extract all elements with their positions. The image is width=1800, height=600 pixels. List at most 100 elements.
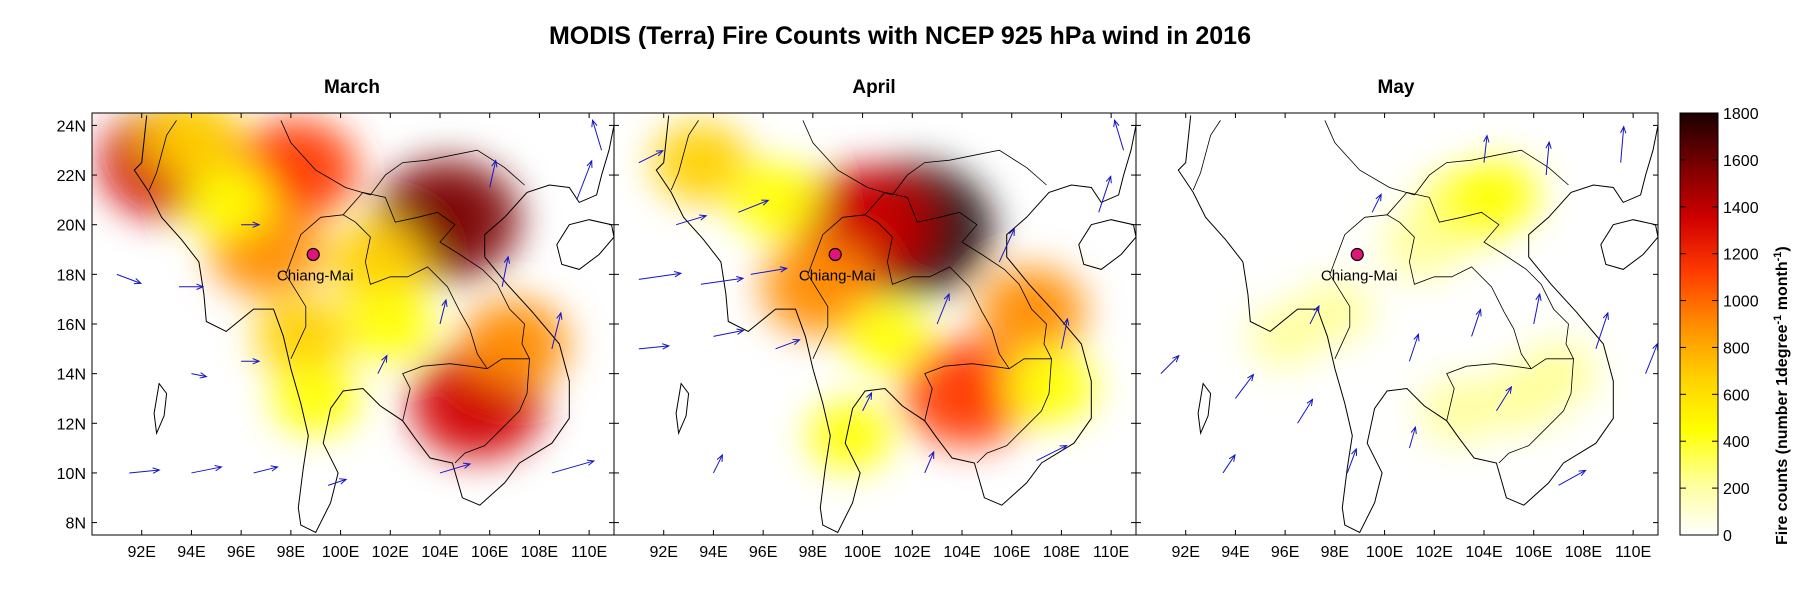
colorbar-scale (1679, 112, 1719, 536)
colorbar-tick-label: 0 (1723, 528, 1732, 545)
map-background (1136, 113, 1658, 535)
country-border (355, 221, 488, 369)
fire-hotspot-core (369, 305, 412, 343)
map-panel-april: Chiang-Mai 92E 94E 96E 98E 100E 102E 104E 106E 10… (613, 112, 1137, 561)
lon-tick-label: 100E (322, 544, 359, 561)
wind-arrow (1222, 453, 1236, 474)
wind-arrow (191, 372, 208, 379)
hainan-outline (1600, 219, 1658, 270)
fire-count-field (98, 113, 570, 461)
andaman-islands-outline (675, 382, 690, 436)
wind-vectors (638, 119, 1125, 474)
coastline (655, 115, 1136, 534)
wind-arrow (489, 159, 498, 188)
colorbar-tick-label: 200 (1723, 481, 1750, 498)
panel-title-march: March (324, 77, 380, 98)
hainan-outline (556, 219, 614, 270)
lon-tick-label: 108E (521, 544, 558, 561)
colorbar: 1800 1600 1400 1200 1000 800 600 400 200 0 Fire c… (1679, 106, 1791, 545)
country-border (285, 214, 356, 359)
chiang-mai-label: Chiang-Mai (277, 267, 354, 284)
fire-hotspot-core (207, 180, 251, 220)
wind-arrow (1408, 333, 1420, 362)
colorbar-ticks: 1800 1600 1400 1200 1000 800 600 400 200 0 (1680, 106, 1759, 545)
lat-tick-label: 24N (57, 118, 86, 135)
colorbar-tick-label: 1200 (1723, 247, 1759, 264)
fire-hotspot-core (830, 195, 896, 255)
wind-arrow (1060, 317, 1070, 349)
lon-tick-label: 98E (799, 544, 827, 561)
lon-tick-label: 106E (471, 544, 508, 561)
lat-tick-label: 22N (57, 168, 86, 185)
country-border (1399, 221, 1532, 369)
wind-arrow (241, 358, 261, 365)
wind-arrow (1036, 444, 1068, 461)
fire-hotspot-core (489, 320, 540, 367)
colorbar-tick-label: 400 (1723, 434, 1750, 451)
fire-hotspot-core (1440, 394, 1478, 428)
wind-arrow (439, 298, 448, 325)
wind-arrow (924, 450, 935, 474)
fire-hotspot-core (867, 318, 908, 355)
fire-count-field (1247, 159, 1599, 445)
fire-hotspot-core (266, 143, 325, 197)
lon-tick-label: 110E (571, 544, 607, 561)
wind-arrow (241, 221, 261, 228)
lon-tick-label: 92E (1171, 544, 1199, 561)
lat-tick-label: 14N (57, 367, 86, 384)
lon-tick-label: 110E (1615, 544, 1651, 561)
lat-tick-label: 8N (66, 516, 86, 533)
country-border (402, 358, 530, 464)
wind-arrow (1545, 140, 1552, 176)
wind-arrow (377, 354, 388, 374)
wind-arrow (591, 119, 603, 151)
lon-tick-label: 96E (227, 544, 255, 561)
country-border (342, 191, 530, 359)
fire-hotspot-core (167, 116, 216, 160)
fire-hotspot-core (280, 315, 327, 358)
fire-hotspot-core (445, 374, 509, 432)
lon-tick-label: 102E (372, 544, 409, 561)
map-panel-march: Chiang-Mai 92E 94E 96E 98E 100E 102E 104E 106E 10… (57, 112, 615, 561)
wind-arrow (116, 273, 143, 285)
fire-hotspot-core (239, 225, 293, 274)
fire-hotspot-core (1006, 288, 1057, 335)
hainan-outline (1078, 219, 1136, 270)
wind-arrow (775, 339, 801, 350)
wind-vectors (116, 119, 603, 486)
lat-tick-label: 10N (57, 466, 86, 483)
map-panel-may: Chiang-Mai 92E 94E 96E 98E 100E 102E 104E 106E 10… (1135, 112, 1659, 561)
country-border (1329, 214, 1400, 359)
wind-arrow (253, 465, 279, 474)
colorbar-tick-label: 1000 (1723, 294, 1759, 311)
lon-tick-label: 108E (1565, 544, 1602, 561)
wind-arrow (638, 343, 671, 350)
chiang-mai-label: Chiang-Mai (1321, 267, 1398, 284)
wind-arrow (738, 199, 770, 213)
country-border (1324, 120, 1569, 196)
fire-hotspot-core (1027, 366, 1071, 406)
country-border (924, 358, 1052, 464)
wind-arrow (712, 453, 724, 474)
wind-arrow (1595, 311, 1609, 349)
page-title: MODIS (Terra) Fire Counts with NCEP 925 … (548, 22, 1251, 50)
chiang-mai-marker (828, 247, 842, 262)
wind-arrow (998, 227, 1015, 263)
wind-arrow (675, 214, 708, 226)
panel-title-may: May (1377, 77, 1415, 98)
colorbar-tick-label: 1400 (1723, 200, 1759, 217)
lon-tick-label: 104E (1465, 544, 1502, 561)
lon-tick-label: 110E (1093, 544, 1129, 561)
fire-hotspot-core (792, 261, 848, 312)
fire-hotspot-core (936, 366, 998, 421)
wind-arrow (936, 292, 950, 325)
country-border (1386, 191, 1574, 359)
wind-arrow (1471, 308, 1482, 337)
fire-hotspot-core (1267, 320, 1303, 353)
colorbar-tick-label: 800 (1723, 340, 1750, 357)
wind-arrow (1160, 354, 1180, 375)
lon-tick-label: 106E (993, 544, 1030, 561)
country-border (148, 120, 177, 191)
fire-hotspot-core (353, 240, 402, 284)
wind-arrow (551, 311, 563, 349)
